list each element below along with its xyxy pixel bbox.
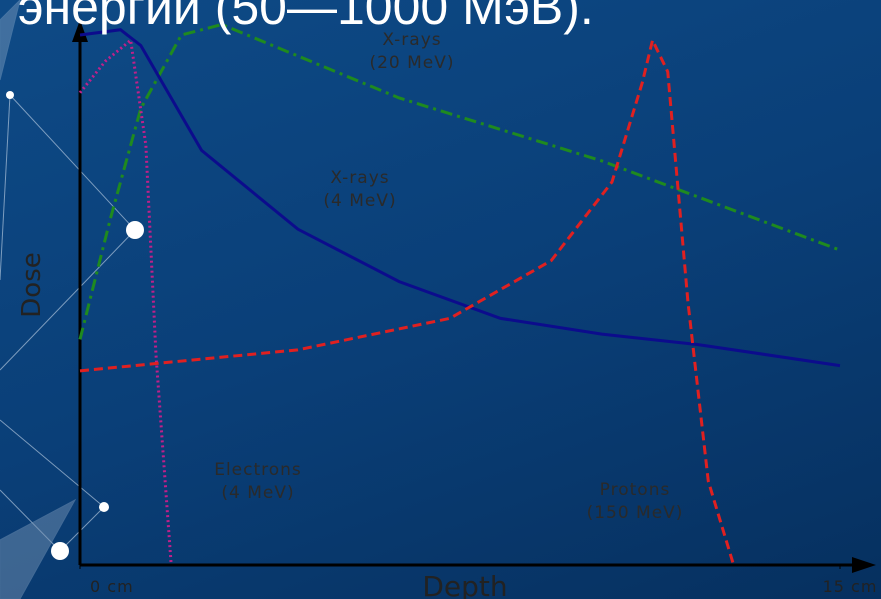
slide: Depth Dose 0 cm15 cm X-rays (20 MeV)X-ra… <box>0 0 881 599</box>
decoration-dots <box>6 91 144 560</box>
series-line <box>80 24 840 339</box>
chart: Depth Dose 0 cm 15 cm <box>0 0 881 599</box>
slide-title: энергии (50—1000 МэВ). <box>18 0 594 36</box>
x-axis-label: Depth <box>422 570 507 599</box>
x-axis-arrow <box>852 557 876 573</box>
x-tick-label: 15 cm <box>823 577 878 596</box>
series-label: X-rays (4 MeV) <box>323 167 396 213</box>
series-line <box>80 30 840 366</box>
y-axis-label: Dose <box>17 252 47 317</box>
series-label: Electrons (4 MeV) <box>214 459 302 505</box>
series-line <box>80 40 171 565</box>
x-tick-label: 0 cm <box>90 577 134 596</box>
series-label: Protons (150 MeV) <box>587 479 684 525</box>
